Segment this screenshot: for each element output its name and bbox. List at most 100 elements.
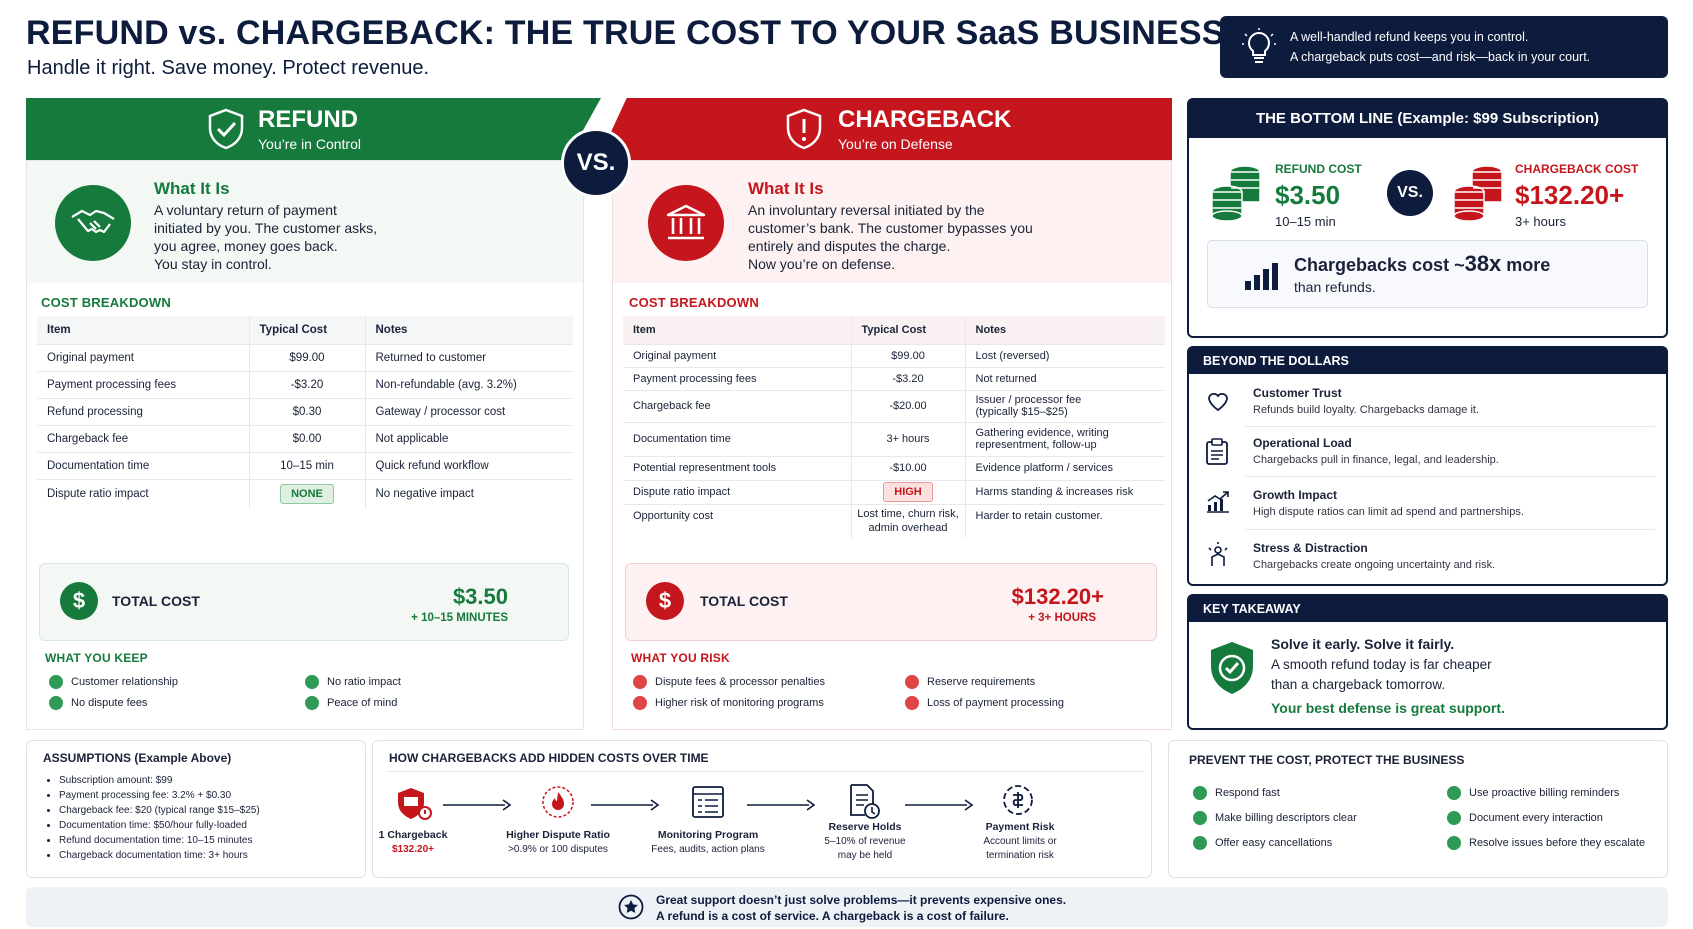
hidden-costs-title: HOW CHARGEBACKS ADD HIDDEN COSTS OVER TI… [389, 751, 709, 765]
footer-line-1: Great support doesn’t just solve problem… [656, 893, 1067, 907]
takeaway-title: KEY TAKEAWAY [1189, 596, 1666, 622]
compare-text: more [1501, 255, 1551, 275]
cell: Gateway / processor cost [364, 397, 573, 425]
arrow-right-icon [443, 799, 512, 811]
flow-step-desc: Fees, audits, action plans [651, 844, 765, 855]
flow-step-title: Reserve Holds [828, 821, 902, 833]
bottom-line-title: THE BOTTOM LINE (Example: $99 Subscripti… [1189, 100, 1666, 138]
none-badge: NONE [280, 484, 334, 505]
beyond-title: BEYOND THE DOLLARS [1189, 348, 1666, 374]
chargeback-tagline: You’re on Defense [838, 136, 953, 152]
compare-subtext: than refunds. [1294, 279, 1376, 295]
beyond-item-title: Customer Trust [1253, 386, 1342, 400]
stress-icon [1208, 542, 1228, 566]
cell: Lost time, churn risk, [857, 508, 959, 521]
keep-item: No dispute fees [49, 696, 147, 710]
cell: representment, follow-up [975, 439, 1097, 451]
page-title: REFUND vs. CHARGEBACK: THE TRUE COST TO … [26, 14, 1225, 52]
keep-item: No ratio impact [305, 675, 401, 689]
cell: Payment processing fees [623, 366, 851, 390]
cell: -$20.00 [850, 389, 965, 422]
refund-cost-time: 10–15 min [1275, 214, 1336, 229]
col-header: Typical Cost [850, 316, 965, 344]
cell: 3+ hours [850, 421, 965, 456]
takeaway-line-1: Solve it early. Solve it fairly. [1271, 636, 1455, 652]
refund-total-time: + 10–15 MINUTES [411, 612, 508, 624]
chargeback-total-time: + 3+ HOURS [1028, 612, 1096, 624]
cell: Payment processing fees [37, 370, 249, 398]
handshake-heart-icon [1208, 393, 1228, 412]
table-row: Dispute ratio impact NONE No negative impa… [37, 478, 573, 509]
cell: Original payment [37, 343, 249, 371]
beyond-item-title: Growth Impact [1253, 488, 1338, 502]
page-subtitle: Handle it right. Save money. Protect rev… [27, 57, 430, 79]
flow-step-title: Payment Risk [985, 821, 1055, 833]
chargeback-cost-breakdown-label: COST BREAKDOWN [629, 295, 759, 310]
table-row: Opportunity cost Lost time, churn risk, ad… [623, 503, 1165, 538]
key-takeaway-card: KEY TAKEAWAY Solve it early. Solve it fa… [1187, 594, 1668, 730]
bottom-line-card: THE BOTTOM LINE (Example: $99 Subscripti… [1187, 98, 1668, 338]
cell: Dispute ratio impact [37, 478, 249, 509]
star-badge-icon [618, 894, 644, 920]
keep-title: WHAT YOU KEEP [45, 651, 148, 665]
bank-icon [648, 185, 724, 261]
refund-cost-value: $3.50 [1275, 180, 1341, 210]
refund-total: $ TOTAL COST $3.50 + 10–15 MINUTES [39, 563, 569, 641]
chargeback-what-title: What It Is [748, 179, 824, 198]
table-row: Potential representment tools -$10.00 Evid… [623, 455, 1165, 480]
refund-total-label: TOTAL COST [112, 593, 200, 609]
table-row: Documentation time 3+ hours Gathering evid… [623, 421, 1165, 456]
col-header: Notes [964, 316, 1165, 344]
refund-cost-label: REFUND COST [1275, 162, 1362, 176]
lightbulb-icon [1242, 28, 1276, 63]
refund-cost-breakdown-label: COST BREAKDOWN [41, 295, 171, 310]
risk-item: Reserve requirements [905, 675, 1035, 689]
table-row: Chargeback fee $0.00 Not applicable [37, 424, 573, 452]
beyond-item-desc: High dispute ratios can limit ad spend a… [1253, 506, 1524, 518]
refund-what-line: you agree, money goes back. [154, 238, 338, 254]
payment-risk-icon [1003, 785, 1033, 815]
beyond-item-title: Operational Load [1253, 436, 1352, 450]
coin-stack-icon [1211, 165, 1261, 222]
flame-icon [542, 786, 574, 818]
cell: Harms standing & increases risk [964, 479, 1165, 504]
dollar-icon: $ [646, 582, 684, 620]
takeaway-line-2: A smooth refund today is far cheaper [1271, 657, 1492, 672]
beyond-item-desc: Chargebacks pull in finance, legal, and … [1253, 454, 1499, 466]
col-header: Item [47, 323, 71, 336]
chargeback-cost-table: Item Typical Cost Notes Original payment $9… [623, 316, 1165, 538]
chargeback-cost-label: CHARGEBACK COST [1515, 162, 1639, 176]
tip-line-1: A well-handled refund keeps you in contr… [1290, 30, 1529, 44]
table-row: Dispute ratio impact HIGH Harms standing &… [623, 479, 1165, 504]
flow-step-desc: Account limits or [983, 836, 1057, 847]
table-row: Original payment $99.00 Lost (reversed) [623, 343, 1165, 367]
chargeback-total: $ TOTAL COST $132.20+ + 3+ HOURS [625, 563, 1157, 641]
refund-panel: What It Is A voluntary return of payment… [26, 160, 584, 730]
prevent-item: Resolve issues before they escalate [1447, 836, 1645, 850]
refund-tagline: You’re in Control [258, 136, 361, 152]
beyond-dollars-card: BEYOND THE DOLLARS Customer Trust Refund… [1187, 346, 1668, 586]
refund-total-value: $3.50 [452, 584, 508, 609]
flow-step-title: Higher Dispute Ratio [506, 829, 610, 841]
vs-badge: VS. [561, 128, 631, 198]
cell: -$3.20 [850, 366, 965, 390]
monitor-list-icon [692, 786, 724, 818]
tip-banner: A well-handled refund keeps you in contr… [1220, 16, 1668, 78]
assumptions-box: ASSUMPTIONS (Example Above) Subscription… [26, 740, 366, 878]
keep-item: Peace of mind [305, 696, 397, 710]
flow-step-desc: may be held [837, 850, 893, 861]
prevent-item: Offer easy cancellations [1193, 836, 1332, 850]
footer-line-2: A refund is a cost of service. A chargeb… [656, 909, 1009, 923]
table-row: Refund processing $0.30 Gateway / processo… [37, 397, 573, 425]
cell: Chargeback fee [37, 424, 249, 452]
cell: Non-refundable (avg. 3.2%) [364, 370, 573, 398]
assumption-item: Chargeback documentation time: 3+ hours [59, 848, 260, 863]
chargeback-header: CHARGEBACK You’re on Defense [598, 98, 1172, 160]
tip-line-2: A chargeback puts cost—and risk—back in … [1290, 50, 1591, 64]
footer-banner: Great support doesn’t just solve problem… [26, 887, 1668, 927]
cell: Documentation time [37, 451, 249, 479]
table-row: Chargeback fee -$20.00 Issuer / processor … [623, 389, 1165, 422]
assumption-item: Subscription amount: $99 [59, 773, 260, 788]
coin-stack-icon [1453, 165, 1503, 222]
cell: 10–15 min [248, 451, 365, 479]
